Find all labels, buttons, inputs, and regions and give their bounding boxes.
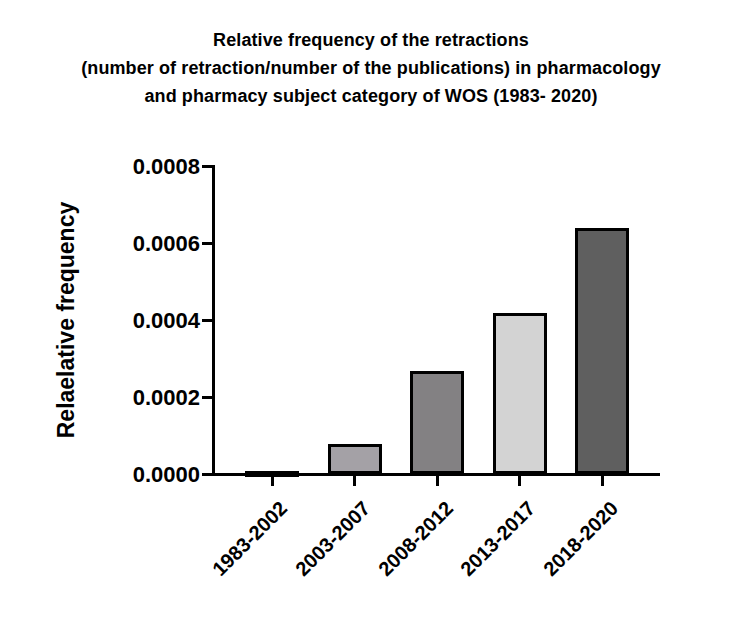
x-tick-label: 2008-2012	[374, 497, 458, 581]
y-axis-line	[212, 165, 215, 476]
y-axis-tick	[202, 473, 212, 476]
x-axis-tick	[601, 476, 604, 486]
x-tick-label: 2003-2007	[291, 497, 375, 581]
y-axis-tick	[202, 242, 212, 245]
y-tick-label: 0.0002	[110, 386, 200, 410]
y-tick-label: 0.0004	[110, 309, 200, 333]
chart-title-line-1: Relative frequency of the retractions	[0, 26, 742, 54]
x-tick-label: 2018-2020	[539, 497, 623, 581]
y-axis-tick	[202, 396, 212, 399]
bar-2008-2012	[410, 371, 464, 475]
y-tick-label: 0.0006	[110, 232, 200, 256]
y-axis-tick	[202, 319, 212, 322]
y-axis-tick	[202, 165, 212, 168]
chart-title-line-3: and pharmacy subject category of WOS (19…	[0, 82, 742, 110]
y-tick-label: 0.0008	[110, 155, 200, 179]
chart-title: Relative frequency of the retractions (n…	[0, 26, 742, 110]
y-tick-label: 0.0000	[110, 463, 200, 487]
bar-chart-figure: Relative frequency of the retractions (n…	[0, 0, 742, 618]
x-axis-tick	[353, 476, 356, 486]
x-tick-label: 1983-2002	[208, 497, 292, 581]
x-axis-tick	[436, 476, 439, 486]
bar-2018-2020	[575, 228, 629, 474]
bar-2003-2007	[328, 444, 382, 475]
bar-2013-2017	[493, 313, 547, 475]
y-axis-label: Relaelative frequency	[53, 202, 80, 439]
chart-title-line-2: (number of retraction/number of the publ…	[0, 54, 742, 82]
x-axis-tick	[271, 476, 274, 486]
x-tick-label: 2013-2017	[456, 497, 540, 581]
x-axis-tick	[518, 476, 521, 486]
